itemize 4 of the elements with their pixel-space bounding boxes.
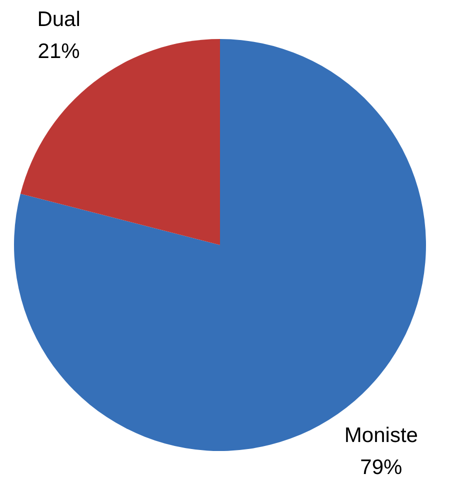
slice-label: Moniste [344,424,418,447]
slice-label: Dual [37,8,80,32]
data-label: 21% [38,40,80,64]
data-label: 79% [360,456,402,478]
